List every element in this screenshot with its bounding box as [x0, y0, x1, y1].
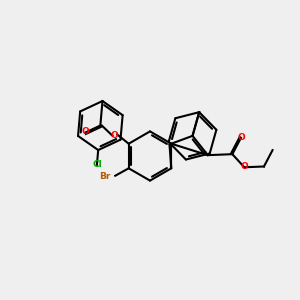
Text: Br: Br [99, 172, 110, 182]
Text: Cl: Cl [92, 160, 102, 169]
Text: O: O [237, 133, 245, 142]
Text: O: O [111, 131, 119, 140]
Text: O: O [240, 162, 248, 171]
Text: O: O [81, 127, 89, 136]
